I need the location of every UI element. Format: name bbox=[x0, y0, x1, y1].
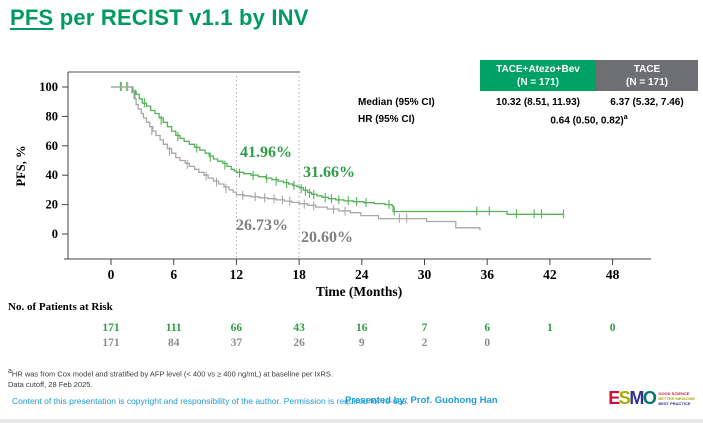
esmo-letter-m: M bbox=[629, 388, 644, 408]
median-atezo-value: 10.32 (8.51, 11.93) bbox=[496, 97, 580, 108]
hr-value-text: 0.64 (0.50, 0.82) bbox=[550, 115, 624, 127]
svg-text:26.73%: 26.73% bbox=[236, 217, 288, 234]
svg-text:30: 30 bbox=[418, 267, 432, 282]
slide-bottom-edge bbox=[0, 419, 703, 423]
svg-text:171: 171 bbox=[102, 337, 120, 349]
title-rest: per RECIST v1.1 by INV bbox=[53, 5, 309, 30]
svg-text:18: 18 bbox=[292, 267, 306, 282]
footnote-sup: a bbox=[8, 368, 12, 375]
esmo-letter-e: E bbox=[608, 388, 620, 408]
copyright-text: Content of this presentation is copyrigh… bbox=[12, 396, 409, 406]
hr-value-sup: a bbox=[623, 114, 628, 121]
stats-header-tace-name: TACE bbox=[633, 64, 661, 75]
stats-header-atezo-n: (N = 171) bbox=[517, 77, 559, 88]
svg-text:60: 60 bbox=[46, 139, 59, 153]
footnote-text1: HR was from Cox model and stratified by … bbox=[11, 369, 333, 379]
esmo-logo-tagline: GOOD SCIENCE BETTER MEDICINE BEST PRACTI… bbox=[658, 391, 695, 406]
median-row-label: Median (95% CI) bbox=[358, 97, 435, 108]
svg-text:111: 111 bbox=[166, 322, 182, 334]
svg-text:36: 36 bbox=[480, 267, 494, 282]
svg-text:Time (Months): Time (Months) bbox=[316, 284, 402, 299]
stats-header-atezo-name: TACE+Atezo+Bev bbox=[496, 64, 580, 75]
svg-text:0: 0 bbox=[52, 227, 58, 241]
svg-text:66: 66 bbox=[231, 322, 243, 334]
svg-text:2: 2 bbox=[422, 337, 428, 349]
svg-text:48: 48 bbox=[606, 267, 620, 282]
hr-value: 0.64 (0.50, 0.82)a bbox=[480, 108, 698, 126]
svg-text:0: 0 bbox=[610, 322, 616, 334]
presented-by-text: Presented by: Prof. Guohong Han bbox=[345, 395, 498, 406]
footnote: aHR was from Cox model and stratified by… bbox=[8, 367, 333, 390]
svg-text:No. of Patients at Risk: No. of Patients at Risk bbox=[8, 301, 114, 313]
esmo-tagline-3: BEST PRACTICE bbox=[658, 400, 691, 406]
svg-text:100: 100 bbox=[39, 80, 58, 94]
svg-text:PFS, %: PFS, % bbox=[14, 146, 28, 187]
svg-text:43: 43 bbox=[293, 322, 305, 334]
svg-text:37: 37 bbox=[231, 337, 243, 349]
svg-text:6: 6 bbox=[170, 267, 177, 282]
svg-text:84: 84 bbox=[168, 337, 180, 349]
svg-text:16: 16 bbox=[356, 322, 368, 334]
svg-text:0: 0 bbox=[108, 267, 115, 282]
title-pfs: PFS bbox=[10, 5, 54, 30]
svg-text:171: 171 bbox=[102, 322, 120, 334]
svg-text:0: 0 bbox=[484, 337, 490, 349]
svg-text:9: 9 bbox=[359, 337, 365, 349]
stats-header-tace-n: (N = 171) bbox=[626, 77, 668, 88]
esmo-logo: ESMO GOOD SCIENCE BETTER MEDICINE BEST P… bbox=[608, 389, 695, 407]
svg-text:7: 7 bbox=[422, 322, 428, 334]
svg-text:26: 26 bbox=[293, 337, 305, 349]
esmo-letter-s: S bbox=[618, 388, 631, 408]
svg-text:24: 24 bbox=[355, 267, 369, 282]
footnote-line1: aHR was from Cox model and stratified by… bbox=[8, 367, 333, 380]
svg-text:40: 40 bbox=[46, 168, 59, 182]
svg-text:1: 1 bbox=[547, 322, 553, 334]
stats-table: TACE+Atezo+Bev (N = 171) TACE (N = 171) … bbox=[300, 60, 698, 127]
page-title: PFS per RECIST v1.1 by INV bbox=[10, 5, 309, 31]
svg-text:41.96%: 41.96% bbox=[240, 144, 292, 161]
esmo-logo-letters: ESMO bbox=[608, 388, 657, 408]
svg-text:31.66%: 31.66% bbox=[303, 164, 355, 181]
stats-header-tace: TACE (N = 171) bbox=[596, 60, 698, 91]
svg-text:12: 12 bbox=[230, 267, 244, 282]
svg-text:20.60%: 20.60% bbox=[301, 229, 353, 246]
esmo-tagline-2: BETTER MEDICINE bbox=[658, 395, 695, 401]
hr-row-label: HR (95% CI) bbox=[358, 114, 415, 125]
median-tace-value: 6.37 (5.32, 7.46) bbox=[610, 97, 684, 108]
svg-text:6: 6 bbox=[484, 322, 490, 334]
footnote-line2: Data cutoff, 28 Feb 2025. bbox=[8, 379, 93, 389]
stats-header-atezo: TACE+Atezo+Bev (N = 171) bbox=[480, 60, 596, 91]
stats-corner-empty bbox=[300, 60, 480, 91]
esmo-tagline-1: GOOD SCIENCE bbox=[658, 390, 690, 396]
svg-text:20: 20 bbox=[46, 198, 59, 212]
svg-text:80: 80 bbox=[46, 109, 59, 123]
svg-text:42: 42 bbox=[543, 267, 557, 282]
esmo-letter-o: O bbox=[642, 388, 657, 408]
